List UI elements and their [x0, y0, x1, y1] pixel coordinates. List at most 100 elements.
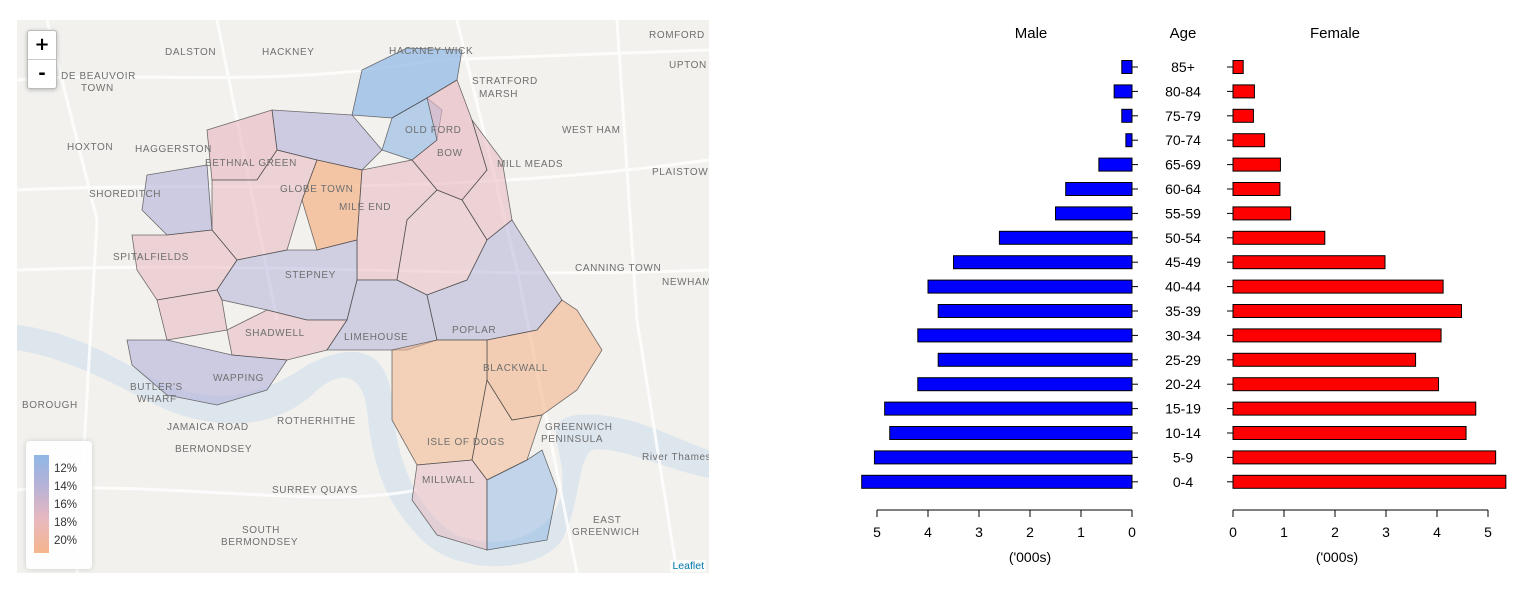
age-group-label: 80-84: [1165, 83, 1201, 99]
male-x-tick-label: 3: [975, 524, 983, 540]
female-bar: [1232, 352, 1417, 367]
age-group-label: 65-69: [1165, 157, 1201, 173]
place-label: BETHNAL GREEN: [205, 158, 297, 169]
male-x-tick-label: 4: [924, 524, 932, 540]
ward-cubitt-town: [486, 449, 558, 551]
male-bar: [917, 328, 1133, 343]
female-bar: [1232, 450, 1497, 465]
legend-color-ramp: [34, 455, 49, 553]
place-label: MILL MEADS: [497, 159, 563, 170]
male-title: Male: [1015, 25, 1048, 42]
map-panel[interactable]: DALSTON HACKNEY HACKNEY WICK STRATFORD M…: [17, 20, 709, 573]
leaflet-attribution-link[interactable]: Leaflet: [670, 560, 706, 572]
place-label: SHOREDITCH: [89, 189, 161, 200]
female-bar: [1232, 255, 1386, 270]
female-bar: [1232, 230, 1326, 245]
place-label: HACKNEY WICK: [389, 46, 473, 57]
female-bar: [1232, 157, 1281, 172]
female-x-tick-label: 1: [1280, 524, 1288, 540]
place-label: DALSTON: [165, 47, 216, 58]
female-x-axis-label: ('000s): [1316, 549, 1358, 565]
place-label: STRATFORD: [472, 76, 538, 87]
male-bar: [1098, 157, 1133, 172]
place-label: SOUTH: [242, 525, 280, 536]
male-bar: [884, 401, 1133, 416]
age-group-label: 70-74: [1165, 132, 1201, 148]
female-bar: [1232, 60, 1244, 74]
place-label: BERMONDSEY: [221, 537, 298, 548]
male-bar: [927, 279, 1133, 294]
male-bar: [953, 255, 1133, 270]
place-label: GLOBE TOWN: [280, 184, 353, 195]
female-bar: [1232, 377, 1440, 392]
age-group-label: 55-59: [1165, 205, 1201, 221]
place-label: PENINSULA: [541, 434, 603, 445]
place-label: WAPPING: [213, 373, 264, 384]
male-x-tick-label: 0: [1128, 524, 1136, 540]
place-label: BERMONDSEY: [175, 444, 252, 455]
age-title: Age: [1170, 25, 1197, 42]
male-x-tick-label: 2: [1026, 524, 1034, 540]
ward-stepney-w: [156, 289, 228, 341]
female-bar: [1232, 206, 1292, 221]
zoom-in-button[interactable]: +: [34, 34, 50, 55]
age-group-label: 60-64: [1165, 181, 1201, 197]
legend-label: 20%: [54, 535, 78, 547]
place-label: UPTON: [669, 60, 707, 71]
place-label: MARSH: [479, 89, 518, 100]
female-bar: [1232, 304, 1462, 318]
male-bar: [1121, 60, 1133, 74]
legend-label: 14%: [54, 481, 78, 493]
place-label: BOROUGH: [22, 400, 78, 411]
male-bar: [1055, 206, 1133, 221]
age-group-label: 0-4: [1173, 474, 1193, 490]
male-bar: [937, 352, 1133, 367]
age-group-label: 85+: [1171, 59, 1195, 75]
age-group-label: 50-54: [1165, 230, 1201, 246]
female-title: Female: [1310, 25, 1360, 42]
place-label: ISLE OF DOGS: [427, 437, 505, 448]
place-label: EAST: [593, 515, 622, 526]
place-label: BUTLER'S: [130, 382, 183, 393]
age-group-label: 45-49: [1165, 254, 1201, 270]
place-label: ROTHERHITHE: [277, 416, 356, 427]
place-label: PLAISTOW: [652, 167, 708, 178]
zoom-out-button[interactable]: -: [28, 59, 56, 88]
male-x-tick-label: 1: [1077, 524, 1085, 540]
place-label: WEST HAM: [562, 125, 621, 136]
place-label: TOWN: [81, 83, 114, 94]
female-x-tick-label: 5: [1484, 524, 1492, 540]
male-bar: [889, 426, 1133, 440]
place-label: ROMFORD ROAD: [649, 30, 709, 41]
female-x-tick-label: 2: [1331, 524, 1339, 540]
age-group-label: 15-19: [1165, 401, 1201, 417]
female-x-tick-label: 3: [1382, 524, 1390, 540]
ward-shoreditch: [141, 164, 213, 236]
age-group-label: 20-24: [1165, 376, 1201, 392]
age-group-label: 10-14: [1165, 425, 1201, 441]
male-x-axis-label: ('000s): [1009, 549, 1051, 565]
male-bar: [1113, 84, 1133, 99]
map-legend: 12% 14% 16% 18% 20%: [26, 441, 92, 569]
map-canvas[interactable]: DALSTON HACKNEY HACKNEY WICK STRATFORD M…: [17, 20, 709, 573]
place-label: SURREY QUAYS: [272, 485, 358, 496]
place-label: CANNING TOWN: [575, 263, 661, 274]
male-bar: [937, 304, 1133, 318]
river-thames: [17, 325, 709, 567]
place-label: SPITALFIELDS: [113, 252, 189, 263]
place-label: BLACKWALL: [483, 363, 548, 374]
legend-label: 16%: [54, 499, 78, 511]
place-label: DE BEAUVOIR: [61, 71, 136, 82]
ward-wapping: [126, 339, 288, 406]
place-label: GREENWICH: [545, 422, 613, 433]
male-bar: [873, 450, 1133, 465]
age-group-label: 30-34: [1165, 327, 1201, 343]
female-bar: [1232, 328, 1442, 343]
female-x-tick-label: 4: [1433, 524, 1441, 540]
place-label: HOXTON: [67, 142, 113, 153]
female-bar: [1232, 279, 1444, 294]
age-group-label: 35-39: [1165, 303, 1201, 319]
place-label: JAMAICA ROAD: [167, 422, 249, 433]
female-bar: [1232, 474, 1507, 489]
place-label: BOW: [437, 148, 463, 159]
